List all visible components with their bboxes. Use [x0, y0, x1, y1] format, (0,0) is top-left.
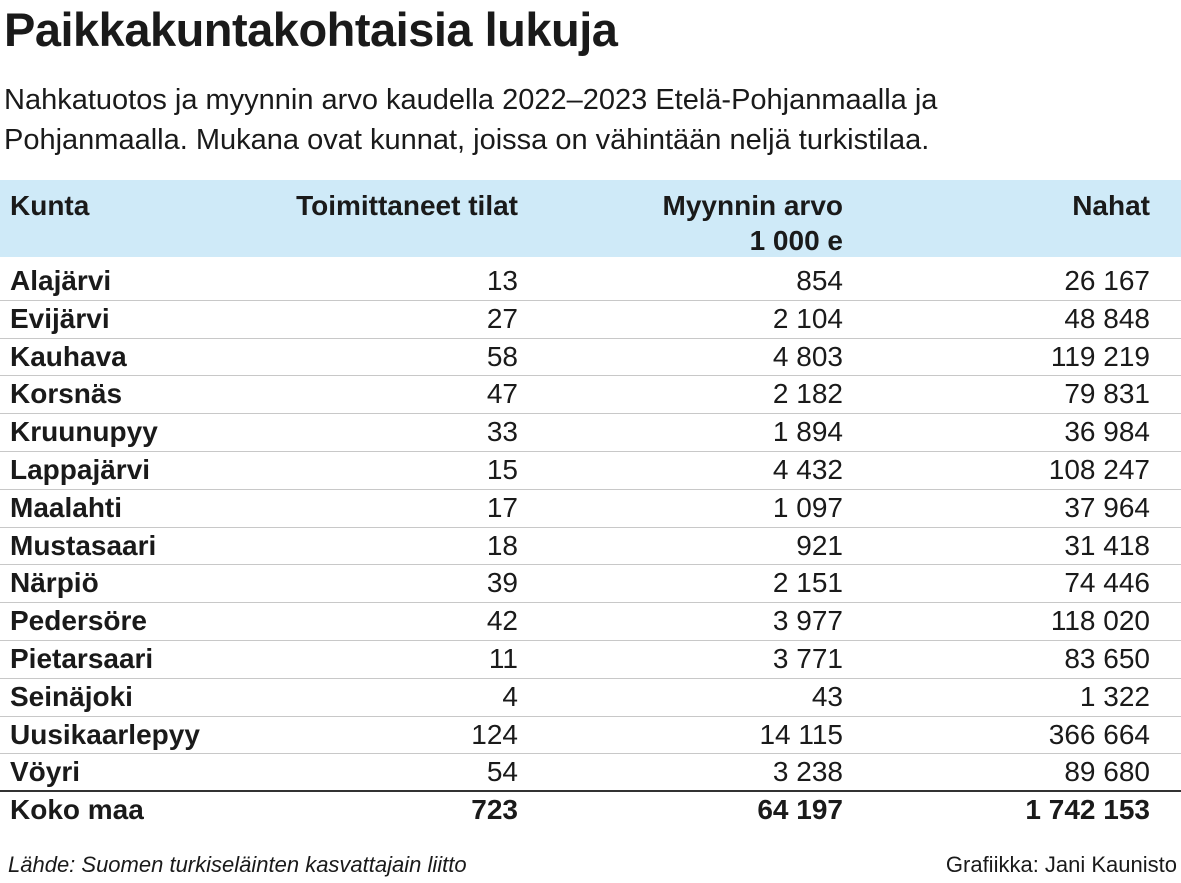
- cell: 37 964: [1064, 491, 1150, 523]
- cell: 2 182: [772, 378, 843, 410]
- cell: 3 771: [772, 643, 843, 674]
- cell: 921: [796, 529, 843, 561]
- row-label: Uusikaarlepyy: [10, 718, 200, 750]
- cell: 33: [486, 416, 518, 448]
- cell: 42: [486, 605, 518, 637]
- row-label: Mustasaari: [10, 529, 157, 561]
- total-cell: 64 197: [757, 794, 843, 826]
- cell: 854: [796, 265, 843, 296]
- cell: 2 104: [772, 302, 843, 334]
- cell: 4 432: [772, 454, 843, 485]
- row-divider: [0, 488, 1181, 490]
- credit: Grafiikka: Jani Kaunisto: [945, 852, 1177, 877]
- subtitle-line: Pohjanmaalla. Mukana ovat kunnat, joissa…: [4, 124, 930, 156]
- row-divider: [0, 526, 1181, 528]
- row-divider: [0, 677, 1181, 679]
- row-divider: [0, 413, 1181, 415]
- cell: 54: [486, 756, 518, 788]
- cell: 3 977: [772, 605, 843, 637]
- subtitle-line: Nahkatuotos ja myynnin arvo kaudella 202…: [4, 84, 938, 116]
- cell: 36 984: [1064, 416, 1150, 448]
- cell: 11: [488, 643, 518, 674]
- cell: 18: [486, 529, 518, 561]
- row-label: Närpiö: [10, 567, 99, 599]
- cell: 43: [811, 680, 843, 712]
- cell: 47: [486, 378, 518, 410]
- row-divider: [0, 375, 1181, 377]
- title: Paikkakuntakohtaisia lukuja: [4, 3, 618, 56]
- row-label: Pietarsaari: [10, 643, 154, 674]
- cell: 48 848: [1064, 302, 1150, 334]
- cell: 89 680: [1064, 756, 1150, 788]
- cell: 119 219: [1050, 340, 1150, 372]
- row-label: Korsnäs: [10, 378, 123, 410]
- cell: 1 322: [1079, 680, 1150, 712]
- column-header: 1 000 e: [749, 225, 843, 256]
- total-cell: 723: [471, 794, 518, 826]
- cell: 3 238: [772, 756, 843, 788]
- column-header: Myynnin arvo: [662, 190, 843, 221]
- cell: 108 247: [1048, 454, 1150, 485]
- row-divider: [0, 451, 1181, 452]
- row-label: Kauhava: [10, 340, 127, 372]
- cell: 118 020: [1050, 605, 1150, 637]
- row-divider: [0, 564, 1181, 566]
- cell: 27: [486, 302, 518, 334]
- row-label: Lappajärvi: [10, 454, 151, 485]
- row-label: Kruunupyy: [10, 416, 158, 448]
- cell: 366 664: [1048, 718, 1150, 750]
- total-label: Koko maa: [10, 794, 144, 826]
- cell: 2 151: [772, 567, 843, 599]
- column-header: Nahat: [1072, 190, 1150, 221]
- column-header: Kunta: [10, 190, 90, 221]
- cell: 17: [486, 491, 518, 523]
- row-label: Pedersöre: [10, 605, 147, 637]
- cell: 79 831: [1064, 378, 1150, 410]
- cell: 124: [471, 718, 518, 750]
- row-label: Alajärvi: [10, 265, 112, 296]
- column-header: Toimittaneet tilat: [296, 190, 518, 221]
- cell: 14 115: [759, 718, 843, 750]
- total-cell: 1 742 153: [1025, 794, 1150, 826]
- row-divider: [0, 299, 1181, 301]
- row-label: Seinäjoki: [10, 680, 133, 712]
- row-divider: [0, 602, 1181, 604]
- row-label: Evijärvi: [10, 302, 110, 334]
- header-band: [0, 180, 1181, 257]
- row-label: Maalahti: [10, 491, 123, 523]
- cell: 15: [486, 454, 518, 485]
- cell: 26 167: [1064, 265, 1150, 296]
- cell: 13: [486, 265, 518, 296]
- total-divider: [0, 790, 1181, 793]
- cell: 58: [486, 340, 518, 372]
- cell: 4: [502, 680, 518, 712]
- cell: 39: [486, 567, 518, 599]
- cell: 1 894: [772, 416, 843, 448]
- cell: 1 097: [772, 491, 843, 523]
- row-divider: [0, 640, 1181, 641]
- source: Lähde: Suomen turkiseläinten kasvattajai…: [8, 852, 467, 877]
- cell: 4 803: [772, 340, 843, 372]
- row-divider: [0, 337, 1181, 339]
- cell: 74 446: [1064, 567, 1150, 599]
- cell: 31 418: [1064, 529, 1150, 561]
- row-label: Vöyri: [10, 756, 81, 788]
- cell: 83 650: [1064, 643, 1150, 674]
- row-divider: [0, 753, 1181, 755]
- row-divider: [0, 715, 1181, 717]
